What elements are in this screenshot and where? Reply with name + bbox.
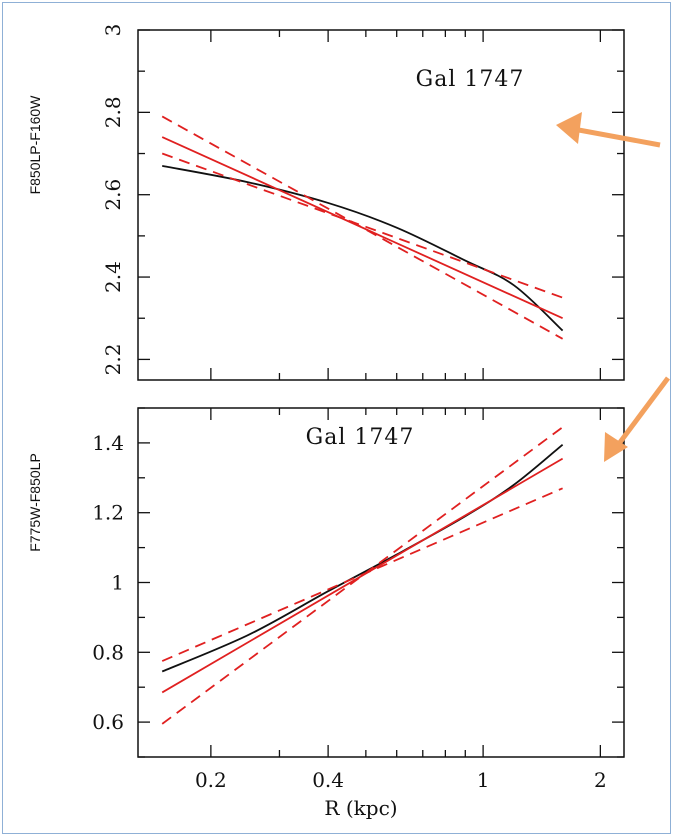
annotation-arrow-top-head: [556, 112, 582, 144]
annotation-arrow-top: [568, 128, 660, 145]
series-dashed-red: [162, 154, 562, 298]
y-tick-label: 1.4: [92, 431, 124, 455]
series-curve-black: [162, 445, 562, 672]
y-tick-label: 0.8: [92, 640, 124, 664]
y-tick-label: 2.6: [101, 179, 125, 211]
y-tick-label: 1.2: [92, 501, 124, 525]
panel-top: 2.2 2.4 2.6 2.8 3 F850LP-F160W Gal 1747: [27, 24, 624, 380]
x-axis-label: R (kpc): [324, 796, 397, 820]
y-axis-label: F850LP-F160W: [27, 95, 43, 195]
annotation-arrow-bottom: [615, 378, 668, 449]
y-tick-label: 2.2: [101, 344, 125, 376]
series-fit-red: [162, 137, 562, 318]
x-tick-label: 1: [477, 768, 490, 792]
panel-bottom: 0.6 0.8 1 1.2 1.4 0.2 0.4 1 2 R (kpc) F775W-F850LP…: [27, 408, 624, 820]
plot-area-frame: [138, 30, 624, 380]
x-tick-label: 0.4: [312, 768, 344, 792]
y-tick-label: 3: [101, 24, 125, 37]
y-tick-label: 0.6: [92, 710, 124, 734]
x-tick-label: 0.2: [195, 768, 227, 792]
series-curve-black: [162, 166, 562, 331]
y-tick-label: 2.4: [101, 261, 125, 293]
panel-title: Gal 1747: [416, 67, 525, 92]
y-axis-label: F775W-F850LP: [27, 453, 43, 552]
x-tick-label: 2: [594, 768, 607, 792]
series-dashed-red: [162, 488, 562, 661]
panel-title: Gal 1747: [306, 425, 415, 450]
y-tick-label: 1: [111, 571, 124, 595]
y-tick-label: 2.8: [101, 96, 125, 128]
plot-area-frame: [138, 408, 624, 757]
